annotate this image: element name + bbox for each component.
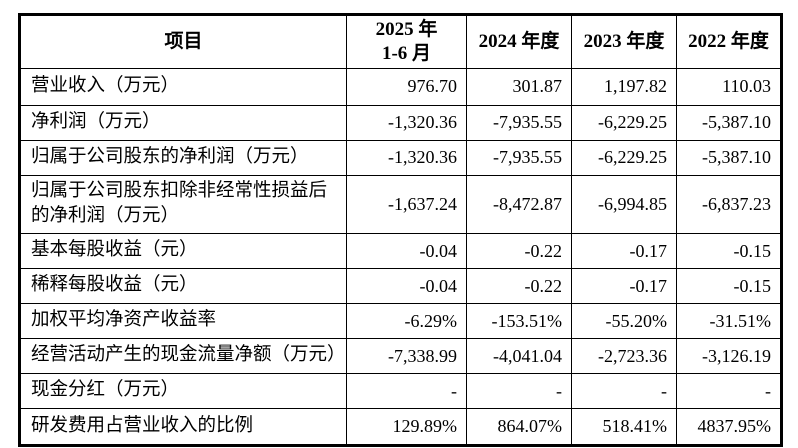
value-cell: -7,338.99: [346, 338, 467, 375]
table-row-basic-eps: 基本每股收益（元） -0.04 -0.22 -0.17 -0.15: [19, 233, 782, 270]
value-cell: -0.22: [466, 233, 572, 270]
value-cell: -5,387.10: [676, 139, 782, 176]
value-cell: -6,994.85: [571, 174, 677, 235]
table-row-net-profit: 净利润（万元） -1,320.36 -7,935.55 -6,229.25 -5…: [19, 104, 782, 141]
table-row-rd-expense-ratio: 研发费用占营业收入的比例 129.89% 864.07% 518.41% 483…: [19, 408, 782, 447]
value-cell: -6,229.25: [571, 139, 677, 176]
value-cell: -5,387.10: [676, 104, 782, 141]
header-2023: 2023 年度: [571, 14, 677, 69]
value-cell: -153.51%: [466, 303, 572, 340]
value-cell: -31.51%: [676, 303, 782, 340]
table-row-cash-dividend: 现金分红（万元） - - - -: [19, 373, 782, 410]
value-cell: -0.17: [571, 268, 677, 305]
row-label: 研发费用占营业收入的比例: [19, 408, 347, 447]
header-2025-line2: 1-6 月: [381, 42, 432, 64]
value-cell: -1,320.36: [346, 104, 467, 141]
header-row: 项目 2025 年 1-6 月 2024 年度 2023 年度 2022 年度: [19, 14, 782, 69]
row-label: 净利润（万元）: [19, 104, 347, 141]
value-cell: -0.15: [676, 233, 782, 270]
value-cell: 864.07%: [466, 408, 572, 447]
value-cell: -: [676, 373, 782, 410]
value-cell: 1,197.82: [571, 67, 677, 106]
table-row-net-profit-attributable: 归属于公司股东的净利润（万元） -1,320.36 -7,935.55 -6,2…: [19, 139, 782, 176]
row-label: 营业收入（万元）: [19, 67, 347, 106]
row-label: 归属于公司股东的净利润（万元）: [19, 139, 347, 176]
row-label: 归属于公司股东扣除非经常性损益后的净利润（万元）: [19, 174, 347, 235]
value-cell: -3,126.19: [676, 338, 782, 375]
value-cell: 4837.95%: [676, 408, 782, 447]
header-2025-h1: 2025 年 1-6 月: [346, 14, 467, 69]
value-cell: -: [571, 373, 677, 410]
header-2024: 2024 年度: [466, 14, 572, 69]
table-row-net-profit-excl-nonrecurring: 归属于公司股东扣除非经常性损益后的净利润（万元） -1,637.24 -8,47…: [19, 174, 782, 235]
table-row-diluted-eps: 稀释每股收益（元） -0.04 -0.22 -0.17 -0.15: [19, 268, 782, 305]
value-cell: -55.20%: [571, 303, 677, 340]
value-cell: -: [466, 373, 572, 410]
row-label: 现金分红（万元）: [19, 373, 347, 410]
value-cell: 301.87: [466, 67, 572, 106]
value-cell: -0.04: [346, 268, 467, 305]
value-cell: -0.22: [466, 268, 572, 305]
header-item-column: 项目: [19, 14, 347, 69]
header-2025-line1: 2025 年: [375, 19, 438, 40]
financial-summary-table-container: 项目 2025 年 1-6 月 2024 年度 2023 年度 2022 年度 …: [18, 13, 783, 448]
value-cell: -1,637.24: [346, 174, 467, 235]
value-cell: -6,229.25: [571, 104, 677, 141]
value-cell: -7,935.55: [466, 104, 572, 141]
value-cell: -4,041.04: [466, 338, 572, 375]
value-cell: -0.17: [571, 233, 677, 270]
value-cell: -0.04: [346, 233, 467, 270]
value-cell: -: [346, 373, 467, 410]
value-cell: 129.89%: [346, 408, 467, 447]
table-row-weighted-avg-roe: 加权平均净资产收益率 -6.29% -153.51% -55.20% -31.5…: [19, 303, 782, 340]
row-label: 基本每股收益（元）: [19, 233, 347, 270]
header-2022: 2022 年度: [676, 14, 782, 69]
value-cell: -8,472.87: [466, 174, 572, 235]
value-cell: -1,320.36: [346, 139, 467, 176]
value-cell: -7,935.55: [466, 139, 572, 176]
value-cell: 110.03: [676, 67, 782, 106]
row-label: 稀释每股收益（元）: [19, 268, 347, 305]
value-cell: -0.15: [676, 268, 782, 305]
value-cell: -2,723.36: [571, 338, 677, 375]
table-row-operating-cash-flow: 经营活动产生的现金流量净额（万元） -7,338.99 -4,041.04 -2…: [19, 338, 782, 375]
financial-summary-table: 项目 2025 年 1-6 月 2024 年度 2023 年度 2022 年度 …: [18, 13, 783, 448]
value-cell: 518.41%: [571, 408, 677, 447]
row-label: 经营活动产生的现金流量净额（万元）: [19, 338, 347, 375]
value-cell: 976.70: [346, 67, 467, 106]
table-row-operating-revenue: 营业收入（万元） 976.70 301.87 1,197.82 110.03: [19, 67, 782, 106]
row-label: 加权平均净资产收益率: [19, 303, 347, 340]
value-cell: -6.29%: [346, 303, 467, 340]
value-cell: -6,837.23: [676, 174, 782, 235]
